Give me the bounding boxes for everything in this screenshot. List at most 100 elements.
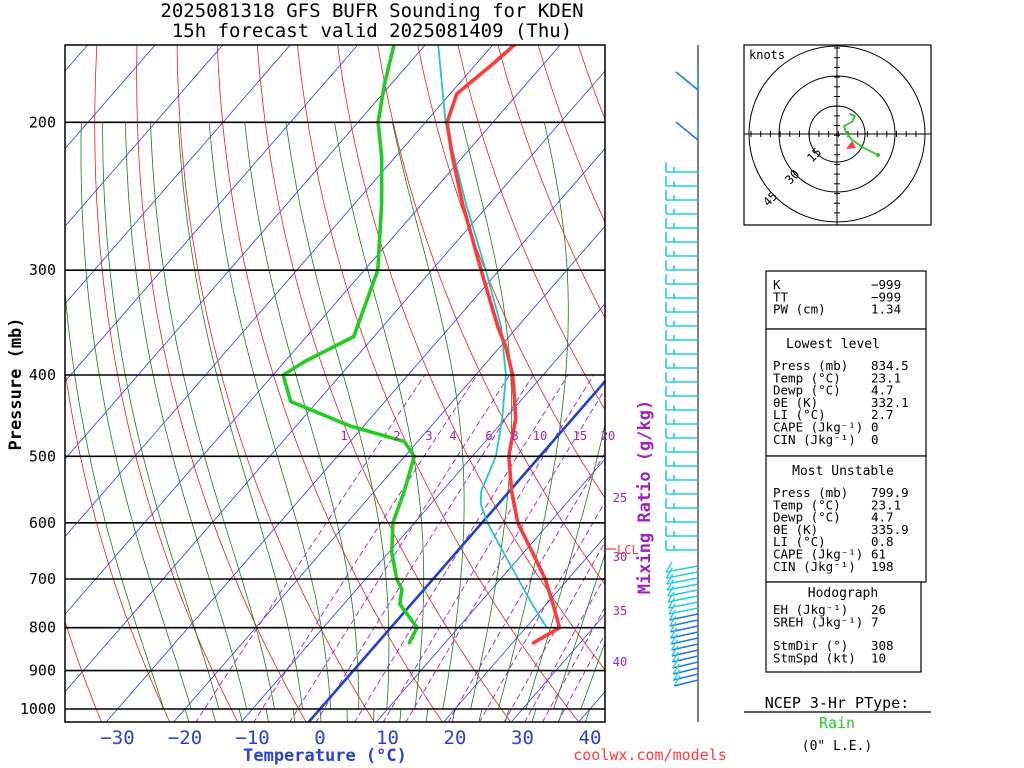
wind-barb-flag — [665, 561, 673, 573]
index-label: CAPE (Jkg⁻¹) — [773, 547, 863, 562]
index-label: Press (mb) — [773, 485, 848, 500]
hodograph-panel-title: Hodograph — [808, 586, 878, 601]
pressure-tick-label: 800 — [29, 619, 56, 637]
moist-adiabat-line — [208, 122, 348, 722]
moist-adiabat-line — [497, 122, 569, 722]
dry-adiabat-line — [457, 45, 605, 411]
mixing-ratio-line — [289, 374, 510, 722]
ptype-value: Rain — [819, 714, 855, 732]
ptype-note: (0" L.E.) — [802, 739, 872, 754]
wind-barb-flag — [672, 657, 680, 669]
mixing-ratio-tick-label: 25 — [613, 491, 627, 505]
zero-isotherm-line — [306, 379, 605, 722]
wind-barb-flag — [670, 639, 679, 651]
isotherm-line — [65, 45, 359, 383]
mixing-ratio-line — [503, 541, 605, 722]
index-value: 335.9 — [871, 522, 909, 537]
pressure-tick-label: 400 — [29, 366, 56, 384]
most-unstable-title: Most Unstable — [792, 464, 894, 479]
mixing-ratio-line — [557, 633, 605, 722]
index-label: StmSpd (kt) — [773, 650, 856, 665]
lowest-level-title: Lowest level — [786, 337, 880, 352]
wind-barb-flag — [667, 585, 675, 597]
isotherm-line — [65, 45, 561, 615]
index-value: 23.1 — [871, 497, 901, 512]
wind-barb — [673, 679, 699, 687]
mixing-ratio-tick-label: 40 — [613, 655, 627, 669]
pressure-tick-label: 500 — [29, 447, 56, 465]
index-label: Dewp (°C) — [773, 510, 841, 525]
index-label: StmDir (°) — [773, 638, 848, 653]
index-label: Temp (°C) — [773, 370, 841, 385]
index-label: θE (K) — [773, 522, 818, 537]
parcel-profile-line — [437, 45, 548, 629]
indices-panel: K −999 TT −999 PW (cm) 1.34 Press (mb) 834.5 Tem… — [765, 270, 927, 673]
temperature-tick-label: 40 — [579, 727, 602, 749]
pressure-tick-label: 600 — [29, 514, 56, 532]
index-value: 198 — [871, 559, 894, 574]
moist-adiabat-line — [177, 122, 322, 722]
moist-adiabat-line — [553, 552, 605, 722]
mixing-ratio-tick-label: 8 — [511, 429, 518, 443]
isotherm-line — [65, 45, 426, 460]
index-value: 4.7 — [871, 383, 894, 398]
mixing-ratio-tick-label: 20 — [601, 429, 615, 443]
wind-barb-flag — [666, 573, 674, 585]
index-value: 1.34 — [871, 302, 901, 317]
isotherm-line — [105, 148, 605, 722]
wind-barb-flag — [668, 603, 676, 615]
temperature-tick-label: −30 — [100, 727, 134, 749]
wind-barb-flag — [672, 663, 680, 675]
temperature-tick-label: 20 — [444, 727, 467, 749]
wind-barb-column — [665, 45, 699, 722]
index-label: Dewp (°C) — [773, 383, 841, 398]
mixing-ratio-tick-label: 3 — [425, 429, 432, 443]
index-value: 2.7 — [871, 407, 894, 422]
hodograph-end-dot — [876, 153, 880, 157]
index-value: 799.9 — [871, 485, 909, 500]
pressure-tick-label: 300 — [29, 261, 56, 279]
mixing-ratio-tick-label: 10 — [533, 429, 547, 443]
hodograph: knots 15 30 45 — [743, 44, 932, 226]
dry-adiabat-line — [65, 367, 171, 722]
index-label: CIN (Jkg⁻¹) — [773, 432, 856, 447]
index-value: 332.1 — [871, 395, 909, 410]
wind-barb-flag — [670, 627, 678, 639]
moist-adiabat-line — [580, 641, 605, 722]
wind-barb-flag — [673, 669, 681, 681]
title-line-1: 2025081318 GFS BUFR Sounding for KDEN — [160, 0, 583, 22]
wind-barb-flag — [671, 645, 679, 657]
wind-barb-flag — [669, 621, 677, 633]
temperature-tick-label: −10 — [235, 727, 269, 749]
isotherm-line — [240, 303, 605, 722]
index-value: 61 — [871, 547, 886, 562]
wind-barb-flag — [667, 591, 675, 603]
index-value: 0.8 — [871, 534, 894, 549]
pressure-tick-label: 1000 — [20, 700, 56, 718]
moist-adiabat-line — [525, 422, 605, 722]
moist-adiabat-line — [102, 122, 243, 722]
mixing-ratio-line — [382, 374, 594, 722]
dry-adiabat-line — [377, 45, 605, 586]
wind-barb-flag — [668, 609, 676, 621]
index-value: 0 — [871, 432, 879, 447]
pressure-tick-label: 700 — [29, 570, 56, 588]
dry-adiabat-line — [297, 45, 580, 722]
hodograph-units: knots — [749, 48, 785, 62]
temperature-tick-label: 0 — [314, 727, 325, 749]
index-label: Temp (°C) — [773, 497, 841, 512]
mixing-ratio-line — [405, 388, 605, 722]
index-label: K — [773, 277, 781, 292]
mixing-ratio-tick-label: 30 — [613, 550, 627, 564]
index-label: CAPE (Jkg⁻¹) — [773, 420, 863, 435]
mixing-ratio-tick-label: 35 — [613, 604, 627, 618]
dry-adiabat-line — [990, 0, 1024, 730]
mixing-ratio-tick-label: 2 — [393, 429, 400, 443]
lcl-label: LCL — [617, 543, 639, 557]
dry-adiabat-line — [337, 45, 605, 671]
mixing-ratio-axis-label: Mixing Ratio (g/kg) — [635, 400, 655, 594]
y-axis-label: Pressure (mb) — [6, 317, 26, 450]
index-value: 4.7 — [871, 510, 894, 525]
mixing-ratio-line — [195, 374, 426, 722]
